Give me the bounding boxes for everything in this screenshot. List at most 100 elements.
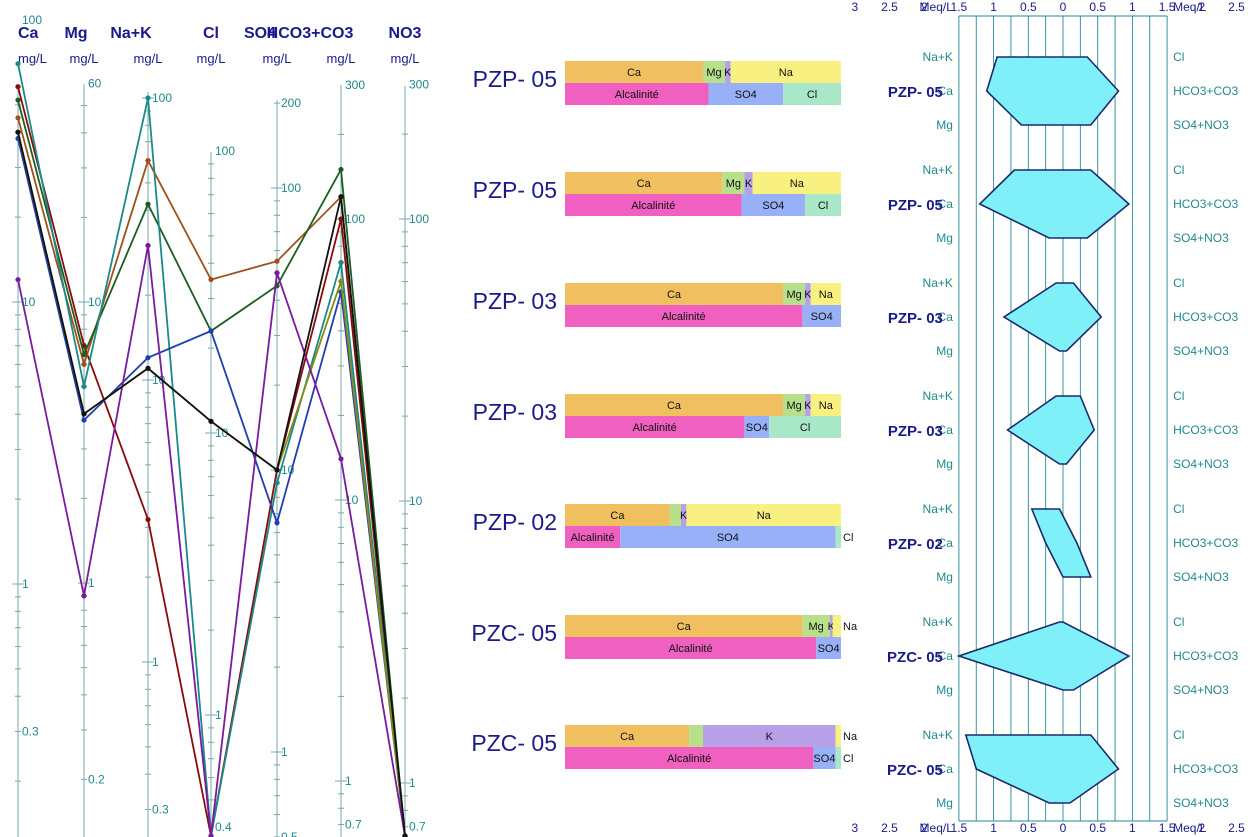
meq-tick: 3 bbox=[851, 0, 858, 14]
tick-label: 100 bbox=[215, 144, 235, 158]
column-header: Cl bbox=[203, 25, 219, 42]
bar-segment bbox=[783, 83, 841, 105]
series-point bbox=[338, 166, 344, 173]
stiff-polygon bbox=[1006, 395, 1096, 465]
cation-label: Ca bbox=[938, 762, 954, 776]
anion-label: Cl bbox=[1173, 50, 1184, 64]
series-point bbox=[81, 383, 87, 390]
cation-label: Na+K bbox=[923, 276, 953, 290]
tick-label: 1 bbox=[152, 655, 159, 669]
series-point bbox=[402, 833, 408, 837]
cation-label: Na+K bbox=[923, 502, 953, 516]
series-point bbox=[145, 157, 151, 164]
tick-label: 1 bbox=[345, 774, 352, 788]
bar-segment bbox=[835, 526, 841, 548]
cation-label: Mg bbox=[936, 570, 953, 584]
series-point bbox=[145, 516, 151, 523]
bar-segment bbox=[565, 194, 742, 216]
column-unit: mg/L bbox=[18, 51, 47, 66]
bar-segment bbox=[565, 725, 690, 747]
tick-label: 10 bbox=[22, 295, 36, 309]
meq-tick: 0 bbox=[1060, 0, 1067, 14]
series-point bbox=[208, 833, 214, 837]
cation-label: Ca bbox=[938, 536, 954, 550]
series-point bbox=[338, 278, 344, 284]
tick-label: 1 bbox=[22, 577, 29, 591]
meq-tick: 1.5 bbox=[951, 0, 968, 14]
segment-label: K bbox=[745, 178, 753, 190]
series-point bbox=[15, 129, 21, 135]
segment-label: SO4 bbox=[735, 89, 757, 101]
stiff-polygon bbox=[1030, 508, 1092, 578]
bar-segment bbox=[565, 172, 723, 194]
anion-label: Cl bbox=[1173, 615, 1184, 629]
segment-label: Alcalinité bbox=[633, 422, 677, 434]
sample-name: PZP- 03 bbox=[473, 399, 557, 425]
anion-label: HCO3+CO3 bbox=[1173, 197, 1238, 211]
cation-label: Ca bbox=[938, 310, 954, 324]
column-header: SO4 bbox=[244, 25, 276, 42]
meq-tick: 2 bbox=[921, 0, 928, 14]
stiff-polygon bbox=[985, 56, 1120, 126]
bar-segment bbox=[835, 725, 841, 747]
cation-label: Na+K bbox=[923, 163, 953, 177]
bar-segment bbox=[805, 394, 811, 416]
segment-label: SO4 bbox=[746, 422, 768, 434]
segment-label: Alcalinité bbox=[667, 753, 711, 765]
meq-tick: 0.5 bbox=[1089, 0, 1106, 14]
anion-label: HCO3+CO3 bbox=[1173, 423, 1238, 437]
segment-label: Mg bbox=[706, 67, 721, 79]
tick-label: 1 bbox=[409, 776, 416, 790]
series-point bbox=[338, 456, 344, 462]
segment-label: Alcalinité bbox=[662, 311, 706, 323]
bar-segment bbox=[708, 83, 784, 105]
segment-label: Ca bbox=[677, 621, 692, 633]
tick-label: 1 bbox=[88, 576, 95, 590]
sample-name: PZC- 05 bbox=[471, 730, 557, 756]
bar-segment bbox=[565, 83, 709, 105]
anion-label: SO4+NO3 bbox=[1173, 796, 1229, 810]
segment-label: SO4 bbox=[811, 311, 833, 323]
cation-label: Mg bbox=[936, 344, 953, 358]
segment-label: Na bbox=[819, 400, 834, 412]
anion-label: Cl bbox=[1173, 163, 1184, 177]
bar-segment bbox=[565, 504, 670, 526]
segment-label: Ca bbox=[667, 400, 682, 412]
meq-tick: 1 bbox=[1129, 0, 1136, 14]
series-point bbox=[274, 480, 280, 486]
meq-tick: 2 bbox=[921, 821, 928, 835]
bar-segment bbox=[802, 305, 841, 327]
segment-label: Mg bbox=[786, 289, 801, 301]
column-header: Na+K bbox=[110, 25, 152, 42]
meq-axis-label: Meq/L bbox=[1173, 0, 1207, 14]
meq-tick: 0.5 bbox=[1020, 0, 1037, 14]
series-point bbox=[15, 277, 21, 283]
column-unit: mg/L bbox=[327, 51, 356, 66]
series-point bbox=[274, 520, 280, 526]
tick-label: 10 bbox=[409, 494, 423, 508]
segment-label: Ca bbox=[637, 178, 652, 190]
bar-segment bbox=[730, 61, 841, 83]
tick-label: 100 bbox=[22, 13, 42, 27]
tick-label: 300 bbox=[409, 77, 429, 91]
stiff-sample-name: PZP- 05 bbox=[888, 84, 943, 101]
series-point bbox=[81, 417, 87, 423]
stiff-sample-name: PZC- 05 bbox=[887, 649, 943, 666]
column-unit: mg/L bbox=[197, 51, 226, 66]
tick-label: 0.4 bbox=[215, 820, 232, 834]
column-unit: mg/L bbox=[134, 51, 163, 66]
bar-segment bbox=[565, 305, 803, 327]
stiff-diagram: 3 3 2.5 2.5 2 2 1.5 1.5 1 1 0.5 0.5 0 0 0.5 0.5 1 1 1.5 1.5… bbox=[851, 0, 1245, 835]
segment-label: K bbox=[804, 400, 812, 412]
bar-segment bbox=[565, 526, 621, 548]
cation-label: Mg bbox=[936, 231, 953, 245]
sample-name: PZP- 05 bbox=[473, 177, 557, 203]
segment-label: Cl bbox=[818, 200, 828, 212]
segment-label: Ca bbox=[620, 731, 635, 743]
anion-label: SO4+NO3 bbox=[1173, 118, 1229, 132]
series-point bbox=[338, 194, 344, 200]
series-point bbox=[15, 61, 21, 67]
tick-label: 0.7 bbox=[345, 818, 362, 832]
meq-tick: 0.5 bbox=[1020, 821, 1037, 835]
